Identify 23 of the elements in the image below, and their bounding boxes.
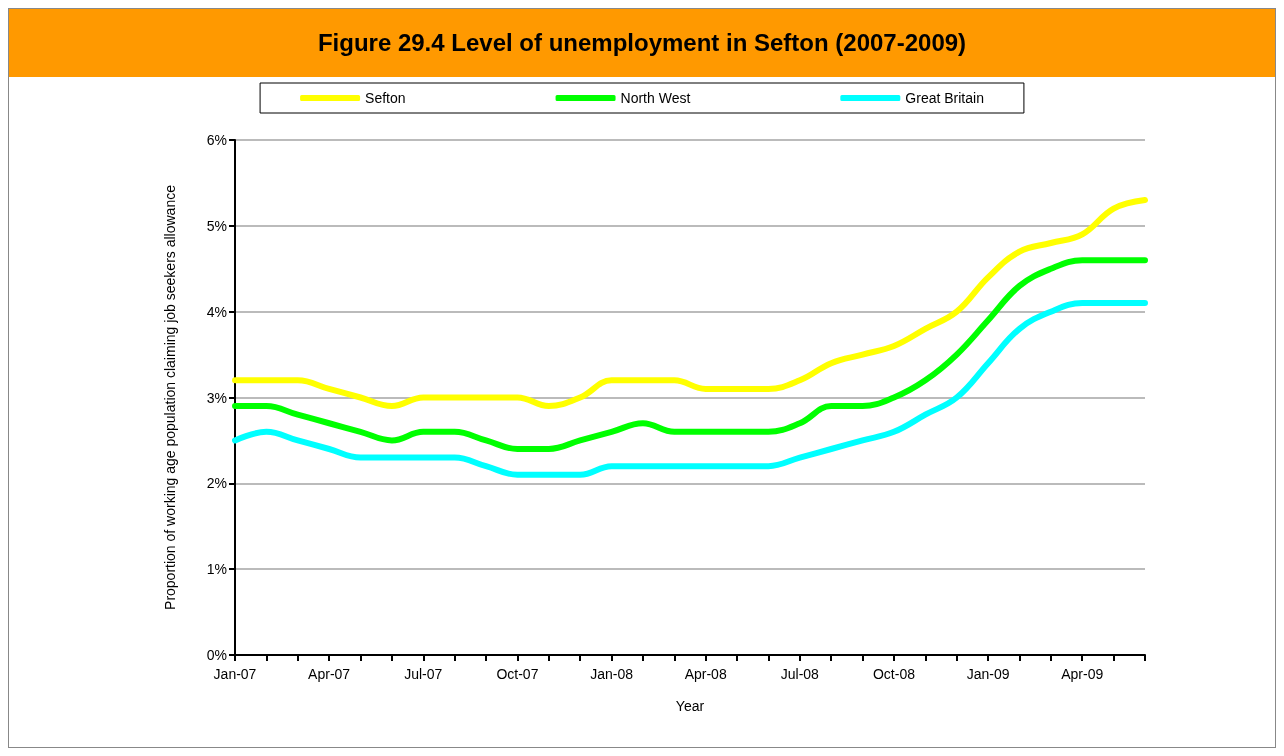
x-tick-label: Jul-08 (780, 666, 820, 682)
x-tick-label: Apr-08 (684, 666, 727, 682)
chart-title: Figure 29.4 Level of unemployment in Sefton (2007-2009) (9, 9, 1275, 77)
x-axis-title: Year (675, 698, 705, 714)
y-tick-label: 2% (206, 475, 227, 492)
y-tick-label: 6% (206, 132, 227, 148)
legend-label: North West (620, 90, 691, 106)
x-tick-label: Apr-09 (1061, 666, 1104, 682)
y-tick-label: 1% (206, 561, 227, 578)
x-tick-label: Jan-09 (966, 666, 1010, 682)
y-tick-label: 3% (206, 389, 227, 406)
legend-label: Sefton (365, 90, 406, 106)
legend-label: Great Britain (905, 90, 984, 106)
x-tick-label: Jan-08 (590, 666, 634, 682)
y-tick-label: 5% (206, 217, 227, 234)
x-tick-label: Apr-07 (308, 666, 351, 682)
x-tick-label: Oct-08 (872, 666, 916, 682)
x-tick-label: Jan-07 (213, 666, 257, 682)
y-axis-title: Proportion of working age population claiming job seekers allowance (162, 184, 178, 610)
y-tick-label: 0% (206, 647, 227, 663)
x-tick-label: Jul-07 (404, 666, 443, 682)
x-tick-label: Oct-07 (496, 666, 539, 682)
y-tick-label: 4% (206, 303, 227, 320)
